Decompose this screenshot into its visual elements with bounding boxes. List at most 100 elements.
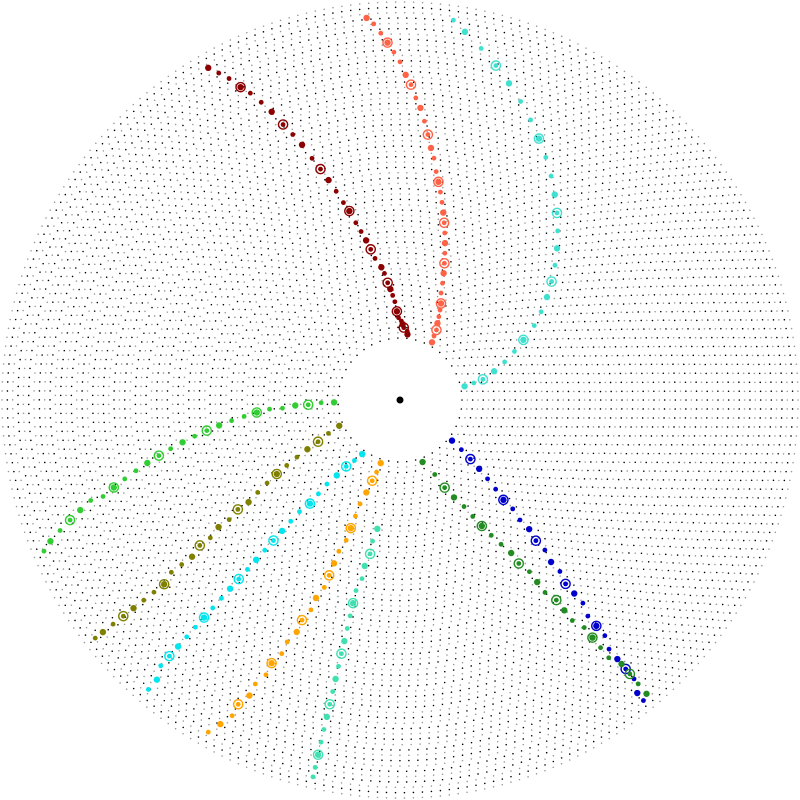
point-1-16: [439, 199, 445, 205]
point-1-6: [437, 300, 445, 307]
point-5-17: [279, 651, 285, 657]
ring-58: [27, 27, 773, 773]
ring-19: [235, 235, 565, 565]
ring-32: [166, 166, 634, 634]
point-8-3: [304, 446, 311, 453]
point-0-4: [398, 318, 404, 324]
point-6-7: [347, 613, 353, 619]
point-5-16: [284, 639, 290, 645]
point-4-21: [618, 660, 625, 668]
ring-38: [134, 134, 666, 666]
point-2-0: [461, 383, 468, 390]
point-8-4: [294, 454, 300, 460]
point-halo-0-10: [382, 277, 393, 289]
point-9-4: [280, 405, 285, 411]
point-1-0: [428, 339, 436, 346]
point-7-12: [252, 556, 260, 564]
ring-34: [155, 155, 645, 645]
point-6-1: [370, 538, 375, 544]
point-0-11: [382, 270, 387, 276]
point-1-29: [391, 49, 397, 55]
point-8-11: [226, 517, 232, 523]
point-0-30: [237, 83, 244, 91]
point-halo-7-22: [164, 650, 175, 662]
point-0-10: [385, 280, 391, 286]
point-1-32: [371, 21, 377, 27]
point-2-22: [493, 63, 499, 68]
point-0-6: [393, 308, 401, 315]
ring-42: [113, 113, 687, 687]
point-0-33: [205, 64, 212, 72]
point-4-9: [507, 549, 515, 557]
point-9-21: [77, 506, 84, 514]
point-4-23: [635, 681, 641, 687]
ring-36: [145, 145, 655, 655]
point-9-2: [305, 402, 311, 408]
series-2: [450, 17, 563, 390]
point-1-13: [442, 230, 448, 236]
ring-22: [219, 219, 581, 581]
point-7-3: [333, 472, 340, 479]
point-halo-2-18: [533, 133, 545, 144]
ring-26: [198, 198, 602, 602]
point-halo-6-2: [364, 548, 376, 560]
series-8: [92, 422, 343, 641]
point-6-13: [330, 689, 336, 695]
point-0-24: [298, 141, 306, 148]
point-4-17: [581, 625, 587, 630]
point-8-5: [284, 463, 290, 468]
ring-56: [38, 38, 762, 762]
point-2-18: [535, 135, 543, 142]
ring-8: [294, 294, 506, 506]
point-3-13: [557, 569, 563, 574]
ring-13: [267, 267, 533, 533]
point-6-17: [318, 739, 324, 745]
point-5-2: [369, 478, 375, 484]
point-1-10: [442, 260, 447, 266]
point-9-25: [41, 548, 47, 554]
point-4-14: [553, 597, 559, 603]
point-1-11: [442, 250, 448, 256]
point-9-8: [229, 418, 234, 424]
point-7-24: [153, 676, 161, 683]
point-halo-1-18: [433, 176, 444, 188]
point-5-13: [308, 607, 314, 613]
ring-7: [299, 299, 501, 501]
point-0-7: [392, 299, 398, 305]
ring-23: [214, 214, 586, 586]
point-halo-6-14: [324, 698, 336, 710]
ring-49: [75, 75, 725, 725]
point-4-5: [470, 514, 476, 519]
point-6-12: [332, 675, 339, 683]
point-7-10: [271, 538, 276, 543]
point-4-20: [606, 655, 612, 661]
point-4-12: [534, 578, 541, 586]
point-halo-9-22: [64, 514, 76, 526]
point-9-6: [253, 409, 260, 416]
point-1-26: [408, 82, 414, 88]
point-0-16: [358, 229, 364, 234]
point-2-11: [552, 262, 558, 268]
point-3-1: [458, 447, 464, 453]
point-halo-8-10: [232, 504, 244, 515]
point-halo-4-6: [476, 520, 488, 532]
point-8-21: [130, 604, 137, 612]
ring-24: [209, 209, 591, 591]
ring-43: [107, 107, 693, 693]
point-1-12: [441, 239, 449, 247]
point-halo-7-14: [233, 573, 245, 585]
ring-1: [331, 331, 469, 469]
point-2-4: [502, 359, 508, 365]
point-8-19: [151, 589, 157, 595]
point-3-25: [641, 698, 646, 703]
point-5-14: [299, 617, 305, 623]
ring-47: [86, 86, 714, 714]
point-9-10: [204, 428, 210, 433]
point-8-8: [255, 490, 261, 495]
point-halo-1-30: [382, 37, 393, 48]
point-0-15: [362, 237, 370, 244]
ring-44: [102, 102, 698, 698]
point-3-10: [533, 538, 539, 544]
point-3-4: [485, 476, 490, 482]
point-halo-5-18: [266, 657, 277, 669]
